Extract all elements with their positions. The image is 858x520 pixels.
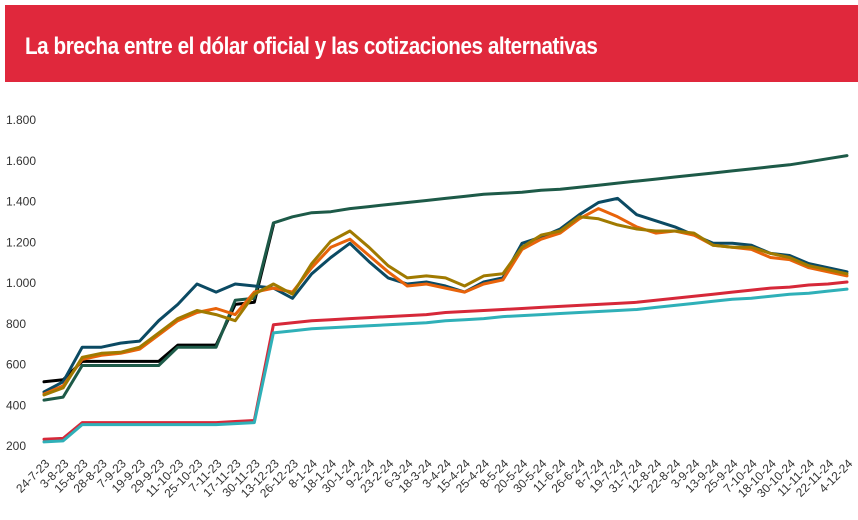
- series-line: [42, 287, 849, 444]
- y-tick-label: 1.200: [6, 235, 36, 249]
- y-tick-label: 1.800: [6, 113, 36, 127]
- y-tick-label: 400: [6, 398, 26, 412]
- series-line: [42, 223, 275, 384]
- header-banner: La brecha entre el dólar oficial y las c…: [5, 5, 858, 82]
- y-tick-label: 1.400: [6, 195, 36, 209]
- series-line: [42, 154, 849, 402]
- series-line: [42, 215, 849, 397]
- chart-title: La brecha entre el dólar oficial y las c…: [25, 33, 598, 60]
- y-tick-label: 1.600: [6, 154, 36, 168]
- y-tick-label: 800: [6, 317, 26, 331]
- y-tick-label: 200: [6, 439, 26, 453]
- y-tick-label: 1.000: [6, 276, 36, 290]
- y-tick-label: 600: [6, 358, 26, 372]
- series-line: [42, 196, 849, 394]
- series-line: [42, 280, 849, 441]
